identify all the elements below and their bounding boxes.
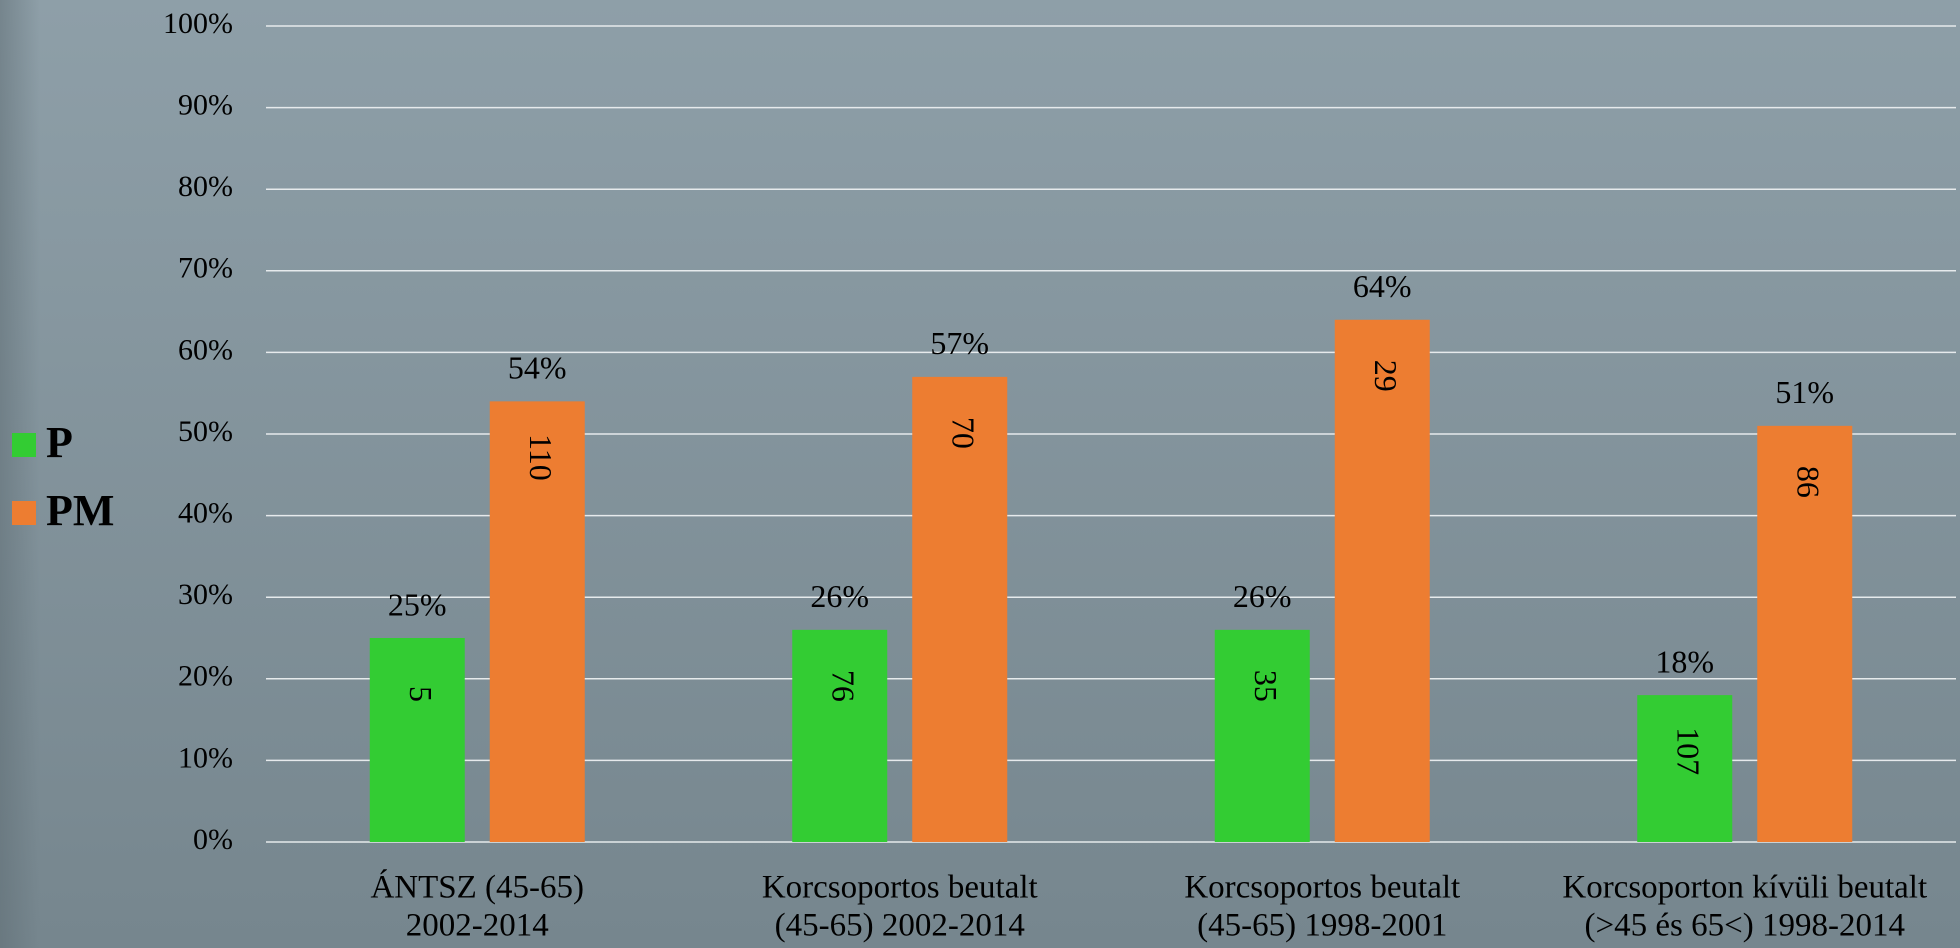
y-tick-label: 10% [178, 741, 233, 774]
bar [912, 376, 1008, 842]
count-label: 35 [1248, 670, 1284, 702]
value-label: 64% [1353, 268, 1412, 304]
count-label: 76 [825, 670, 861, 702]
value-label: 18% [1655, 643, 1714, 679]
y-tick-label: 20% [178, 660, 233, 693]
x-tick-label: Korcsoporton kívüli beutalt [1562, 870, 1927, 906]
x-tick-label: ÁNTSZ (45-65) [370, 869, 584, 906]
y-tick-label: 100% [163, 7, 233, 40]
y-tick-label: 40% [178, 496, 233, 529]
y-tick-label: 80% [178, 170, 233, 203]
x-tick-label: (45-65) 2002-2014 [775, 908, 1025, 944]
y-tick-label: 50% [178, 415, 233, 448]
value-label: 26% [810, 578, 869, 614]
bar [1637, 695, 1733, 842]
bar [792, 629, 888, 842]
count-label: 107 [1670, 727, 1706, 775]
bar [1757, 425, 1853, 842]
legend-label: P [46, 418, 73, 467]
x-tick-label: (>45 és 65<) 1998-2014 [1585, 908, 1905, 944]
y-tick-label: 90% [178, 88, 233, 121]
value-label: 26% [1233, 578, 1292, 614]
count-label: 5 [403, 686, 439, 702]
value-label: 57% [930, 325, 989, 361]
legend-swatch [12, 433, 36, 457]
count-label: 110 [523, 434, 559, 481]
bar [489, 401, 585, 842]
y-tick-label: 0% [193, 823, 233, 856]
legend-label: PM [46, 486, 114, 535]
y-tick-label: 70% [178, 252, 233, 285]
count-label: 86 [1790, 466, 1826, 498]
value-label: 54% [508, 350, 567, 386]
count-label: 70 [945, 417, 981, 449]
x-tick-label: Korcsoportos beutalt [762, 870, 1038, 906]
value-label: 25% [388, 586, 447, 622]
bar [1334, 319, 1430, 842]
x-tick-label: 2002-2014 [406, 908, 549, 944]
count-label: 29 [1368, 360, 1404, 392]
bar [369, 638, 465, 842]
y-tick-label: 30% [178, 578, 233, 611]
bar [1214, 629, 1310, 842]
x-tick-label: Korcsoportos beutalt [1184, 870, 1460, 906]
y-tick-label: 60% [178, 333, 233, 366]
x-tick-label: (45-65) 1998-2001 [1197, 908, 1447, 944]
value-label: 51% [1775, 374, 1834, 410]
background-edge [0, 0, 40, 948]
legend-swatch [12, 501, 36, 525]
